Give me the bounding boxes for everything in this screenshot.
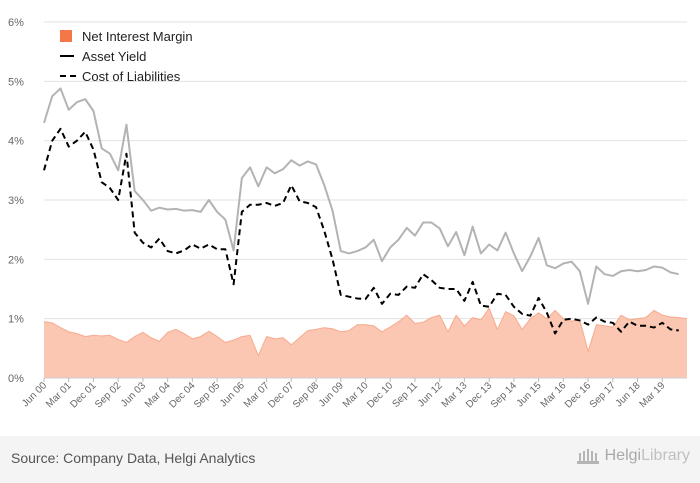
x-tick-label-19: Sep 14: [489, 380, 519, 410]
brand-secondary: Library: [641, 447, 690, 464]
legend-item-asset-yield[interactable]: Asset Yield: [60, 46, 193, 66]
y-tick-label-6: 6%: [8, 17, 24, 29]
x-tick-label-22: Dec 16: [563, 380, 593, 410]
x-tick-label-10: Dec 07: [266, 380, 296, 410]
x-tick-label-3: Sep 02: [93, 380, 123, 410]
x-tick-label-17: Mar 13: [440, 380, 470, 410]
x-tick-label-24: Jun 18: [614, 380, 643, 409]
series-area-net-interest-margin: [44, 307, 687, 378]
legend-swatch-nim: [60, 30, 72, 42]
x-tick-label-0: Jun 00: [20, 380, 49, 409]
series-line-cost-of-liabilities: [43, 127, 679, 335]
series-line-asset-yield: [43, 87, 679, 305]
y-tick-label-5: 5%: [8, 76, 24, 88]
x-tick-label-4: Jun 03: [119, 380, 148, 409]
x-tick-label-23: Sep 17: [588, 380, 618, 410]
y-tick-label-1: 1%: [8, 314, 24, 326]
legend-swatch-asset-yield: [60, 55, 74, 57]
x-tick-label-18: Dec 13: [464, 380, 494, 410]
legend-label-nim: Net Interest Margin: [82, 28, 193, 44]
x-tick-label-13: Mar 10: [341, 380, 371, 410]
legend-item-net-interest-margin[interactable]: Net Interest Margin: [60, 26, 193, 46]
x-tick-label-6: Dec 04: [167, 380, 197, 410]
x-tick-label-2: Dec 01: [68, 380, 98, 410]
legend-label-cost-of-liabilities: Cost of Liabilities: [82, 68, 181, 84]
x-tick-label-16: Jun 12: [416, 380, 445, 409]
library-building-icon: [576, 449, 599, 464]
x-tick-label-5: Mar 04: [143, 380, 173, 410]
y-tick-label-3: 3%: [8, 195, 24, 207]
source-note: Source: Company Data, Helgi Analytics: [11, 450, 256, 466]
x-tick-label-14: Dec 10: [365, 380, 395, 410]
x-tick-label-25: Mar 19: [638, 380, 668, 410]
brand-main: Helgi: [604, 447, 642, 464]
legend-item-cost-of-liabilities[interactable]: Cost of Liabilities: [60, 66, 193, 86]
x-tick-label-9: Mar 07: [242, 380, 272, 410]
x-tick-label-20: Jun 15: [515, 380, 544, 409]
y-tick-label-0: 0%: [8, 373, 24, 385]
x-tick-label-12: Jun 09: [317, 380, 346, 409]
legend: Net Interest Margin Asset Yield Cost of …: [60, 26, 193, 86]
legend-swatch-cost-of-liabilities: [60, 75, 76, 77]
y-tick-label-2: 2%: [8, 254, 24, 266]
x-tick-label-11: Sep 08: [291, 380, 321, 410]
x-tick-label-1: Mar 01: [44, 380, 74, 410]
footer-bar: Source: Company Data, Helgi Analytics He…: [0, 436, 700, 483]
x-tick-label-21: Mar 16: [539, 380, 569, 410]
x-tick-label-15: Sep 11: [390, 380, 420, 410]
legend-label-asset-yield: Asset Yield: [82, 48, 147, 64]
helgi-library-logo[interactable]: Helgi Library: [576, 447, 690, 465]
x-tick-label-8: Jun 06: [218, 380, 247, 409]
x-tick-label-7: Sep 05: [192, 380, 222, 410]
y-tick-label-4: 4%: [8, 136, 24, 148]
